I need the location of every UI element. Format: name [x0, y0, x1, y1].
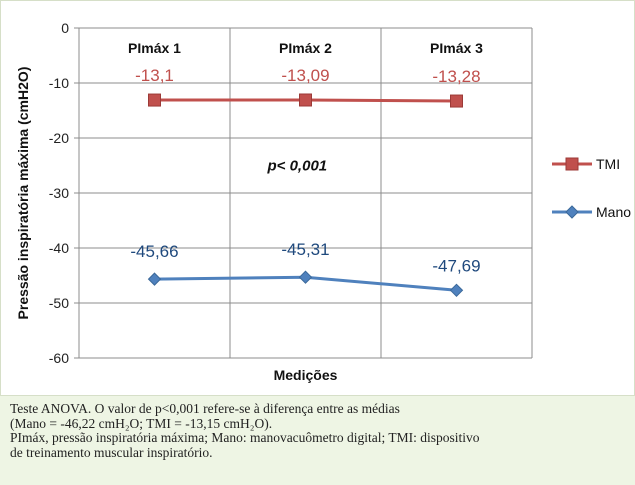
data-label: -13,28	[432, 67, 480, 86]
legend-marker-mano	[565, 205, 579, 219]
y-axis-title: Pressão inspiratória máxima (cmH2O)	[15, 67, 31, 320]
category-label: PImáx 1	[128, 40, 181, 56]
category-label: PImáx 2	[279, 40, 332, 56]
y-tick-label: -20	[49, 130, 69, 146]
note-line-2: (Mano = -46,22 cmH₂O; TMI = -13,15 cmH₂O…	[10, 415, 273, 431]
chart: 0 -10 -20 -30 -40 -50 -60 PImáx 1 PImáx 2 PImáx 3…	[15, 20, 631, 383]
data-label: -45,66	[130, 242, 178, 261]
data-point-mano	[449, 283, 464, 298]
legend-label-mano: Mano	[596, 204, 631, 220]
legend-label-tmi: TMI	[596, 156, 620, 172]
y-tick-label: -50	[49, 295, 69, 311]
legend-marker-tmi	[565, 157, 579, 171]
data-label: -13,1	[135, 66, 174, 85]
note-line-4: de treinamento muscular inspiratório.	[10, 444, 213, 460]
note-line-3: PImáx, pressão inspiratória máxima; Mano…	[10, 430, 480, 445]
y-tick-label: -10	[49, 75, 69, 91]
y-tick-label: -60	[49, 350, 69, 366]
data-label: -45,31	[281, 240, 329, 259]
data-point-mano	[147, 272, 162, 286]
p-value-annotation: p< 0,001	[267, 158, 328, 175]
figure-note: Teste ANOVA. O valor de p<0,001 refere-s…	[0, 396, 635, 485]
category-label: PImáx 3	[430, 40, 483, 56]
y-tick-label: -30	[49, 185, 69, 201]
note-line-1: Teste ANOVA. O valor de p<0,001 refere-s…	[10, 401, 400, 416]
data-point-tmi	[450, 94, 463, 108]
data-point-tmi	[299, 93, 312, 107]
x-axis-title: Medições	[274, 367, 338, 383]
y-tick-label: -40	[49, 240, 69, 256]
data-point-tmi	[148, 93, 161, 107]
data-point-mano	[298, 270, 313, 284]
data-label: -13,09	[281, 66, 329, 85]
data-label: -47,69	[432, 256, 480, 275]
y-tick-label: 0	[61, 20, 69, 36]
